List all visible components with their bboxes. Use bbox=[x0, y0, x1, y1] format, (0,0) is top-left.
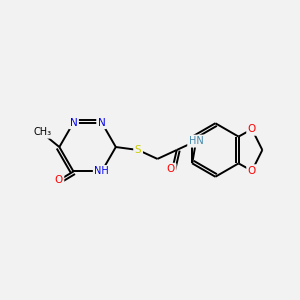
Text: NH: NH bbox=[94, 167, 109, 176]
Text: N: N bbox=[70, 118, 77, 128]
Text: HN: HN bbox=[189, 136, 203, 146]
Text: O: O bbox=[248, 166, 256, 176]
Text: O: O bbox=[55, 176, 63, 185]
Text: N: N bbox=[98, 118, 106, 128]
Text: CH₃: CH₃ bbox=[34, 127, 52, 137]
Text: O: O bbox=[248, 124, 256, 134]
Text: O: O bbox=[167, 164, 175, 174]
Text: S: S bbox=[135, 145, 141, 155]
